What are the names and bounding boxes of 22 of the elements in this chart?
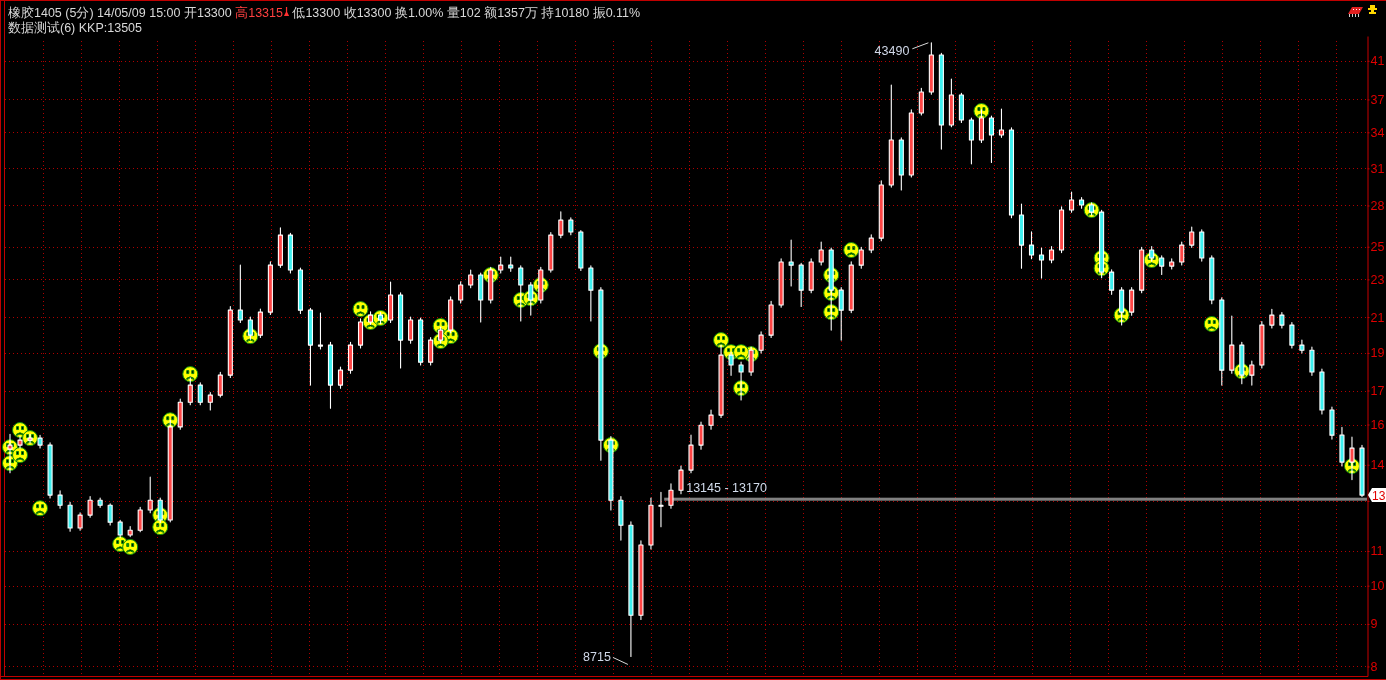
annotation: 8715 [583,650,611,665]
y-tick-label: 37 [1370,92,1385,107]
band-label: 13145 - 13170 [686,481,767,496]
chart-subtitle: 数据测试(6) KKP:13505 [8,21,143,35]
y-tick-label: 19 [1370,346,1385,361]
chart-title: 橡胶1405 (5分) 14/05/09 15:00 开13300 高13315 低13300 收13300 换1.00% 量102 额1357万 持10180 振0.11% [8,6,641,20]
y-tick-label: 11 [1370,544,1384,559]
y-tick-label: 10 [1370,579,1385,594]
y-tick-label: 31 [1370,161,1385,176]
y-tick-label: 9 [1370,617,1378,632]
text: 13 [1372,488,1386,503]
y-tick-label: 25 [1370,240,1385,255]
y-tick-label: 14 [1370,458,1385,473]
y-tick-label: 16 [1370,418,1385,433]
y-tick-label: 21 [1370,310,1385,325]
y-tick-label: 34 [1370,125,1385,140]
y-tick-label: 41 [1370,54,1385,69]
annotation: 43490 [874,43,910,58]
y-tick-label: 23 [1370,272,1385,287]
y-tick-label: 28 [1370,198,1385,213]
y-tick-label: 17 [1370,384,1385,399]
y-tick-label: 8 [1370,659,1378,674]
